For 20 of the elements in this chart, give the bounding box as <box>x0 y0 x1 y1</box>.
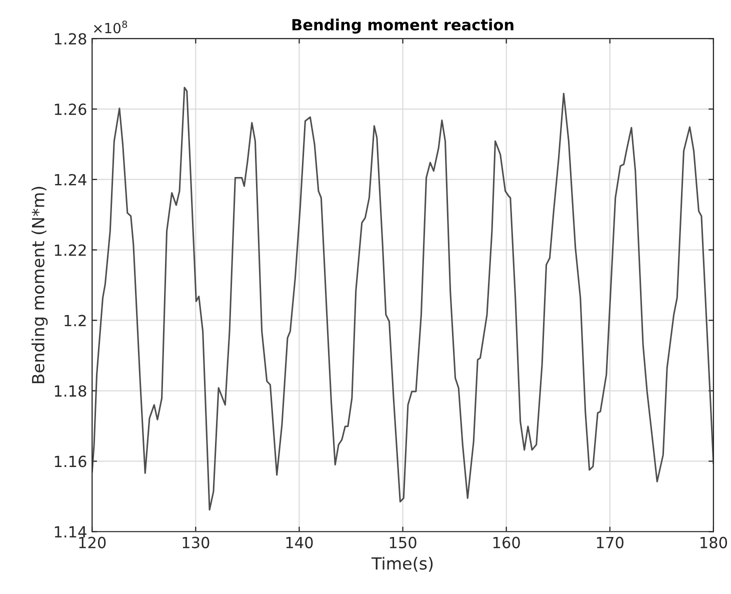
y-tick-label: 1.14 <box>54 526 86 538</box>
y-tick-label: 1.18 <box>54 385 86 397</box>
chart-title: Bending moment reaction <box>292 18 514 34</box>
x-tick-label: 160 <box>493 536 520 548</box>
y-tick-label: 1.26 <box>54 104 86 116</box>
line-series <box>92 86 714 511</box>
x-tick-label: 120 <box>79 536 106 548</box>
text: ×10$^{8}$ <box>94 20 128 34</box>
x-tick-label: 170 <box>596 536 624 548</box>
y-tick-label: 1.22 <box>54 244 86 256</box>
y-tick-label: 1.2 <box>64 314 86 326</box>
x-tick-label: 130 <box>182 536 210 548</box>
x-tick-label: 150 <box>390 536 416 548</box>
x-tick-label: 180 <box>700 536 728 548</box>
x-axis-title: Time(s) <box>372 556 433 572</box>
y-tick-label: 1.16 <box>54 456 86 468</box>
y-tick-label: 1.28 <box>54 33 86 45</box>
y-axis-title: Bending moment (N*m) <box>32 186 48 384</box>
x-tick-label: 140 <box>286 536 313 548</box>
y-tick-label: 1.24 <box>54 174 86 186</box>
